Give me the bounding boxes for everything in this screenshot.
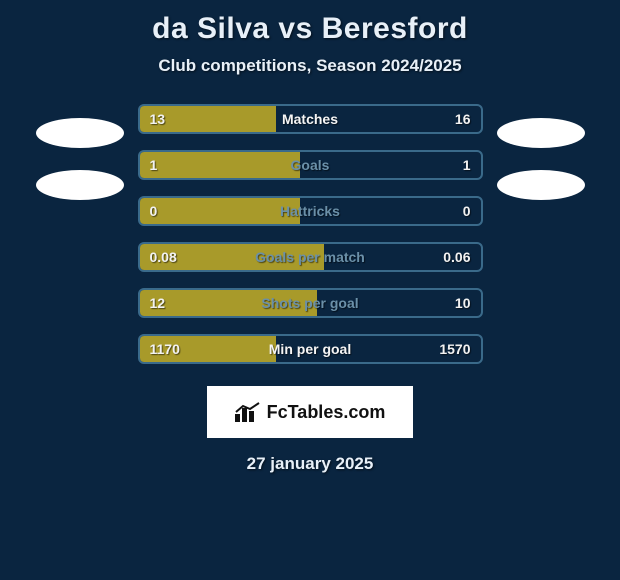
stat-value-right: 0.06 <box>443 249 470 265</box>
stat-row: 1170 1570 Min per goal <box>138 334 483 364</box>
stat-value-right: 1570 <box>439 341 470 357</box>
stat-row: 0.08 0.06 Goals per match <box>138 242 483 272</box>
stat-row: 12 10 Shots per goal <box>138 288 483 318</box>
player-left-avatar <box>36 118 124 148</box>
stat-label: Min per goal <box>269 341 351 357</box>
stat-value-left: 0.08 <box>150 249 177 265</box>
stat-row: 1 1 Goals <box>138 150 483 180</box>
date-label: 27 january 2025 <box>247 454 374 474</box>
avatar-column-right <box>483 104 599 200</box>
player-right-avatar <box>497 118 585 148</box>
fctables-badge: FcTables.com <box>207 386 413 438</box>
stat-value-right: 10 <box>455 295 471 311</box>
stat-value-left: 0 <box>150 203 158 219</box>
stat-label: Matches <box>282 111 338 127</box>
stat-bar-fill <box>140 152 300 178</box>
stat-value-left: 1170 <box>150 341 180 357</box>
stat-label: Shots per goal <box>261 295 358 311</box>
stat-row: 13 16 Matches <box>138 104 483 134</box>
player-right-club-avatar <box>497 170 585 200</box>
page-title: da Silva vs Beresford <box>152 12 468 46</box>
stat-label: Goals per match <box>255 249 365 265</box>
stats-bars: 13 16 Matches 1 1 Goals 0 0 Hattricks 0.08 0.06 Goa… <box>138 104 483 364</box>
subtitle: Club competitions, Season 2024/2025 <box>158 56 461 76</box>
comparison-card: da Silva vs Beresford Club competitions,… <box>0 0 620 474</box>
fctables-icon <box>235 402 261 422</box>
stat-value-left: 12 <box>150 295 166 311</box>
stat-bar-fill <box>140 198 300 224</box>
stat-label: Hattricks <box>280 203 340 219</box>
stat-value-right: 0 <box>463 203 471 219</box>
fctables-label: FcTables.com <box>267 402 386 423</box>
stat-value-right: 1 <box>463 157 471 173</box>
stat-value-right: 16 <box>455 111 471 127</box>
player-left-club-avatar <box>36 170 124 200</box>
stat-row: 0 0 Hattricks <box>138 196 483 226</box>
avatar-column-left <box>22 104 138 200</box>
stat-label: Goals <box>291 157 330 173</box>
content-row: 13 16 Matches 1 1 Goals 0 0 Hattricks 0.08 0.06 Goa… <box>0 104 620 364</box>
stat-value-left: 13 <box>150 111 166 127</box>
stat-value-left: 1 <box>150 157 158 173</box>
